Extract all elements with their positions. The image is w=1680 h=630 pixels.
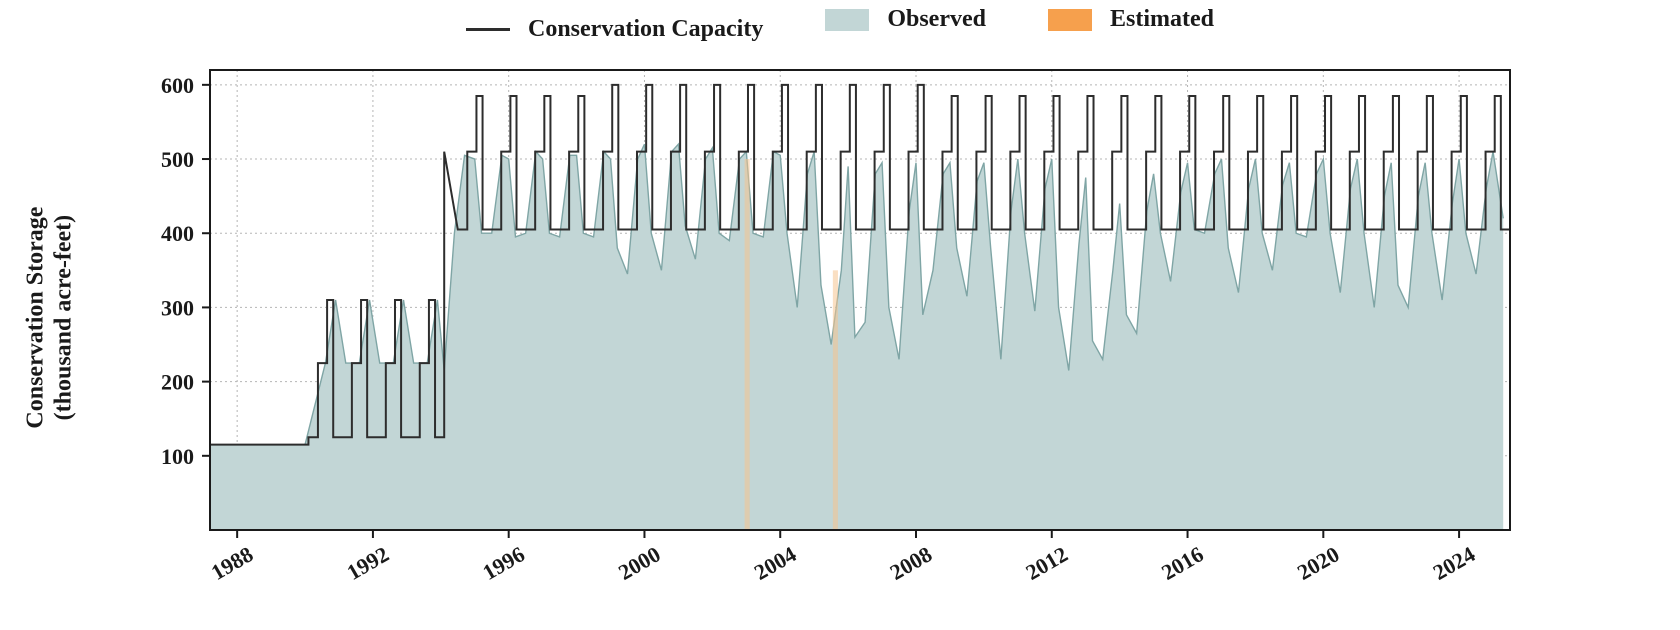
plot-area: 100 200 300 400 500 600 1988 1992 1996 2000 2004 20…: [0, 0, 1680, 630]
svg-text:2000: 2000: [614, 541, 665, 585]
chart-container: Conservation Capacity Observed Estimated…: [0, 0, 1680, 630]
legend-item-estimated: Estimated: [1048, 6, 1214, 33]
svg-text:1988: 1988: [207, 541, 258, 585]
svg-text:100: 100: [161, 444, 194, 469]
y-axis-label: Conservation Storage (thousand acre-feet…: [22, 168, 77, 468]
y-axis-label-line: Conservation Storage: [22, 207, 48, 429]
y-axis-label-line: (thousand acre-feet): [50, 215, 76, 421]
legend-item-observed: Observed: [825, 6, 986, 33]
legend-label: Estimated: [1110, 6, 1214, 33]
y-axis-label-container: Conservation Storage (thousand acre-feet…: [10, 140, 50, 480]
svg-text:1996: 1996: [478, 541, 529, 585]
legend-label: Conservation Capacity: [528, 16, 763, 43]
svg-text:400: 400: [161, 221, 194, 246]
svg-text:2004: 2004: [750, 541, 801, 585]
svg-text:600: 600: [161, 73, 194, 98]
legend-line-icon: [466, 28, 510, 31]
svg-text:200: 200: [161, 370, 194, 395]
legend: Conservation Capacity Observed Estimated: [0, 6, 1680, 43]
svg-text:500: 500: [161, 147, 194, 172]
svg-text:2008: 2008: [886, 541, 937, 585]
legend-item-capacity: Conservation Capacity: [466, 16, 763, 43]
svg-text:2024: 2024: [1429, 541, 1480, 585]
legend-swatch-icon: [1048, 9, 1092, 31]
svg-text:1992: 1992: [342, 541, 393, 585]
svg-text:2020: 2020: [1293, 541, 1344, 585]
svg-text:2016: 2016: [1157, 541, 1208, 585]
legend-label: Observed: [887, 6, 986, 33]
svg-text:2012: 2012: [1021, 541, 1072, 585]
svg-text:300: 300: [161, 295, 194, 320]
legend-swatch-icon: [825, 9, 869, 31]
